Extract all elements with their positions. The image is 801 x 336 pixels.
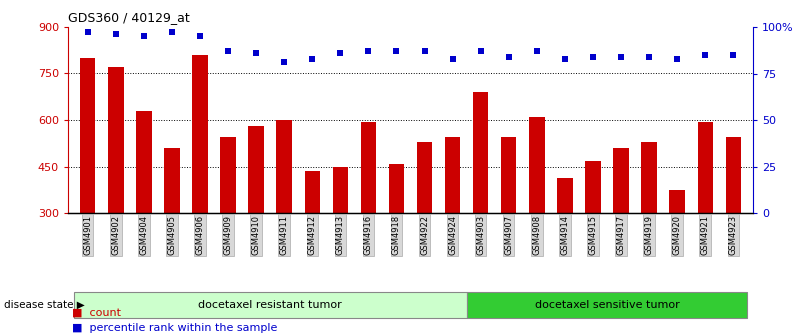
Bar xyxy=(192,55,207,213)
Text: GSM4903: GSM4903 xyxy=(476,215,485,255)
Text: GSM4912: GSM4912 xyxy=(308,215,316,255)
Text: GDS360 / 40129_at: GDS360 / 40129_at xyxy=(68,11,190,24)
Text: GSM4924: GSM4924 xyxy=(448,215,457,255)
Point xyxy=(222,48,235,54)
Text: GSM4923: GSM4923 xyxy=(729,215,738,255)
Point xyxy=(614,54,627,59)
Bar xyxy=(614,148,629,213)
Bar xyxy=(557,178,573,213)
Bar xyxy=(473,92,489,213)
Text: GSM4919: GSM4919 xyxy=(645,215,654,255)
Text: GSM4901: GSM4901 xyxy=(83,215,92,255)
Bar xyxy=(136,111,151,213)
Text: GSM4920: GSM4920 xyxy=(673,215,682,255)
Text: ■  percentile rank within the sample: ■ percentile rank within the sample xyxy=(72,323,277,333)
Point xyxy=(642,54,655,59)
Point xyxy=(110,32,123,37)
Text: GSM4904: GSM4904 xyxy=(139,215,148,255)
Point xyxy=(278,59,291,65)
Text: GSM4906: GSM4906 xyxy=(195,215,204,255)
Text: GSM4922: GSM4922 xyxy=(420,215,429,255)
Point xyxy=(166,30,179,35)
Text: GSM4918: GSM4918 xyxy=(392,215,401,255)
Text: GSM4915: GSM4915 xyxy=(589,215,598,255)
Point xyxy=(418,48,431,54)
Point xyxy=(727,52,739,57)
Point xyxy=(82,30,95,35)
Bar xyxy=(445,137,461,213)
Bar xyxy=(388,164,405,213)
Text: docetaxel resistant tumor: docetaxel resistant tumor xyxy=(199,300,342,310)
Point xyxy=(390,48,403,54)
Bar xyxy=(108,67,123,213)
Text: GSM4921: GSM4921 xyxy=(701,215,710,255)
Text: GSM4910: GSM4910 xyxy=(252,215,260,255)
Bar xyxy=(248,126,264,213)
Point xyxy=(530,48,543,54)
Text: GSM4914: GSM4914 xyxy=(561,215,570,255)
Point xyxy=(558,56,571,61)
Point xyxy=(670,56,683,61)
Bar xyxy=(80,58,95,213)
Point xyxy=(474,48,487,54)
Point xyxy=(362,48,375,54)
Bar xyxy=(529,117,545,213)
Text: GSM4917: GSM4917 xyxy=(617,215,626,255)
Bar xyxy=(164,148,179,213)
Text: GSM4913: GSM4913 xyxy=(336,215,345,255)
Bar xyxy=(501,137,517,213)
Text: docetaxel sensitive tumor: docetaxel sensitive tumor xyxy=(534,300,679,310)
Point xyxy=(698,52,711,57)
Bar xyxy=(332,167,348,213)
Bar xyxy=(304,171,320,213)
Point xyxy=(586,54,599,59)
Bar xyxy=(360,122,376,213)
Point xyxy=(306,56,319,61)
Bar xyxy=(726,137,741,213)
Bar xyxy=(417,142,433,213)
Point xyxy=(446,56,459,61)
Bar xyxy=(670,190,685,213)
Point xyxy=(194,34,207,39)
Bar xyxy=(642,142,657,213)
Text: GSM4905: GSM4905 xyxy=(167,215,176,255)
Bar xyxy=(698,122,713,213)
Point xyxy=(138,34,151,39)
Point xyxy=(334,50,347,56)
Text: GSM4907: GSM4907 xyxy=(505,215,513,255)
Text: GSM4909: GSM4909 xyxy=(223,215,232,255)
Point xyxy=(502,54,515,59)
Bar xyxy=(586,161,601,213)
Text: ■  count: ■ count xyxy=(72,307,121,318)
Text: GSM4902: GSM4902 xyxy=(111,215,120,255)
Bar xyxy=(276,120,292,213)
Text: GSM4911: GSM4911 xyxy=(280,215,288,255)
Text: disease state ▶: disease state ▶ xyxy=(4,300,85,310)
Point xyxy=(250,50,263,56)
Text: GSM4908: GSM4908 xyxy=(533,215,541,255)
Text: GSM4916: GSM4916 xyxy=(364,215,373,255)
Bar xyxy=(220,137,235,213)
